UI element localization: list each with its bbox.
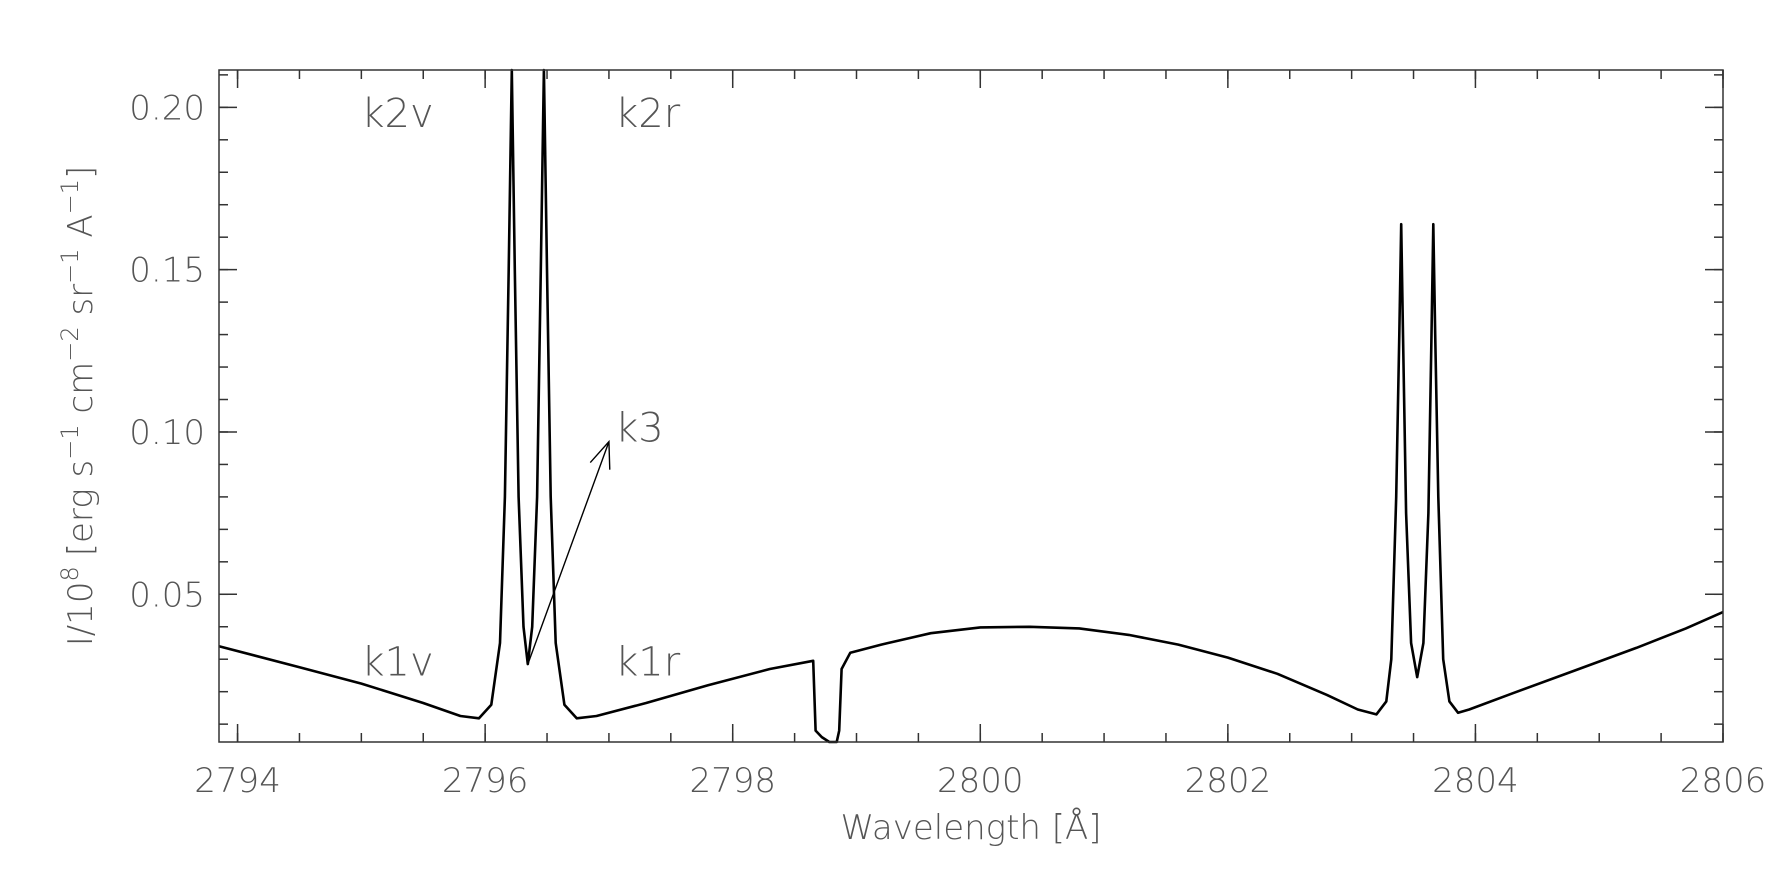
y-axis-label: I/108 [erg s−1 cm−2 sr−1 A−1] [56,166,101,647]
axis-ticks: 2794 2796 2798 2800 2802 2804 2806 0.05 0.10 0.15… [129,70,1766,801]
spectrum-line [218,68,1724,744]
y-tick-label: 0.05 [129,575,205,615]
y-tick-label: 0.15 [129,251,205,291]
x-tick-label: 2804 [1432,761,1519,801]
annotation-k2r: k2r [615,91,681,137]
x-tick-label: 2794 [194,761,281,801]
annotation-k1v: k1v [361,639,433,685]
annotation-k3: k3 [615,406,664,452]
x-axis-label: Wavelength [Å] [840,808,1101,848]
annotation-k1r: k1r [615,639,681,685]
annotation-k2v: k2v [361,91,433,137]
x-tick-label: 2806 [1680,761,1767,801]
y-axis-label-exponent: 8 [56,566,84,581]
x-tick-label: 2800 [937,761,1024,801]
y-tick-label: 0.20 [129,88,205,128]
x-tick-label: 2798 [689,761,776,801]
x-tick-label: 2796 [442,761,529,801]
annotation-layer: k2v k2r k3 k1v k1r [361,91,680,686]
k3-arrow-shaft [527,441,610,665]
x-tick-label: 2802 [1185,761,1272,801]
plot-frame [218,69,1724,743]
y-axis-label-base: I/10 [61,582,101,647]
series-layer [218,68,1724,744]
y-axis-label-units: [erg s−1 cm−2 sr−1 A−1] [56,166,101,557]
k3-arrow-head [589,439,611,470]
y-tick-label: 0.10 [129,413,205,453]
